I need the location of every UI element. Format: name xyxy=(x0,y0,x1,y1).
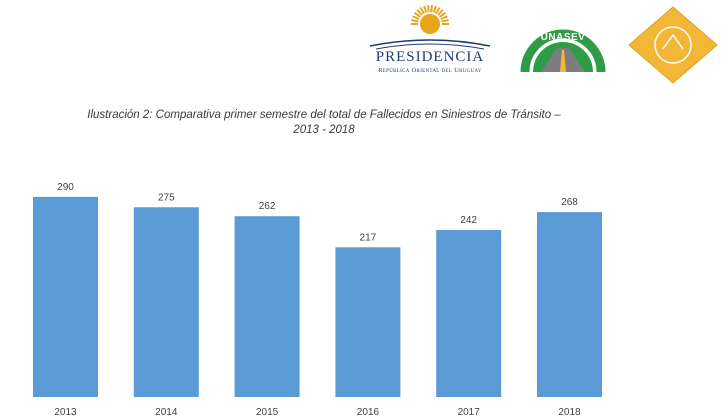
bar-chart: 290 2013 275 2014 262 2015 217 2016 242 2017 268 20… xyxy=(33,182,602,418)
unasev-road-icon xyxy=(520,29,606,73)
x-tick-label-2017: 2017 xyxy=(458,407,481,418)
data-label-2018: 268 xyxy=(561,197,578,208)
x-tick-label-2014: 2014 xyxy=(155,407,178,418)
bar-2016 xyxy=(335,247,401,397)
bar-2018 xyxy=(537,212,602,397)
chart-title-line-1: Ilustración 2: Comparativa primer semest… xyxy=(87,109,561,121)
chart-title: Ilustración 2: Comparativa primer semest… xyxy=(20,108,628,138)
bar-2015 xyxy=(234,216,300,397)
bar-2017 xyxy=(436,230,502,397)
decade-of-action-logo xyxy=(627,5,719,85)
header-logos: PRESIDENCIA República Oriental del Urugu… xyxy=(0,0,728,95)
presidencia-name: PRESIDENCIA xyxy=(375,49,485,65)
sun-emblem-icon xyxy=(369,4,491,50)
unasev-logo: UNASEV xyxy=(519,6,607,74)
data-label-2017: 242 xyxy=(460,215,477,226)
data-label-2013: 290 xyxy=(57,182,74,193)
x-tick-label-2016: 2016 xyxy=(357,407,380,418)
x-tick-label-2018: 2018 xyxy=(558,407,581,418)
bar-2014 xyxy=(133,207,199,397)
x-tick-label-2013: 2013 xyxy=(54,407,77,418)
data-label-2015: 262 xyxy=(259,201,276,212)
diamond-sign-icon xyxy=(628,6,718,84)
presidencia-subtitle: República Oriental del Uruguay xyxy=(378,67,482,74)
x-tick-label-2015: 2015 xyxy=(256,407,279,418)
presidencia-logo: PRESIDENCIA República Oriental del Urugu… xyxy=(356,4,504,76)
unasev-name: UNASEV xyxy=(540,32,586,43)
data-label-2016: 217 xyxy=(360,232,377,243)
chart-title-line-2: 2013 - 2018 xyxy=(293,124,355,136)
bar-2013 xyxy=(33,196,98,397)
data-label-2014: 275 xyxy=(158,192,175,203)
